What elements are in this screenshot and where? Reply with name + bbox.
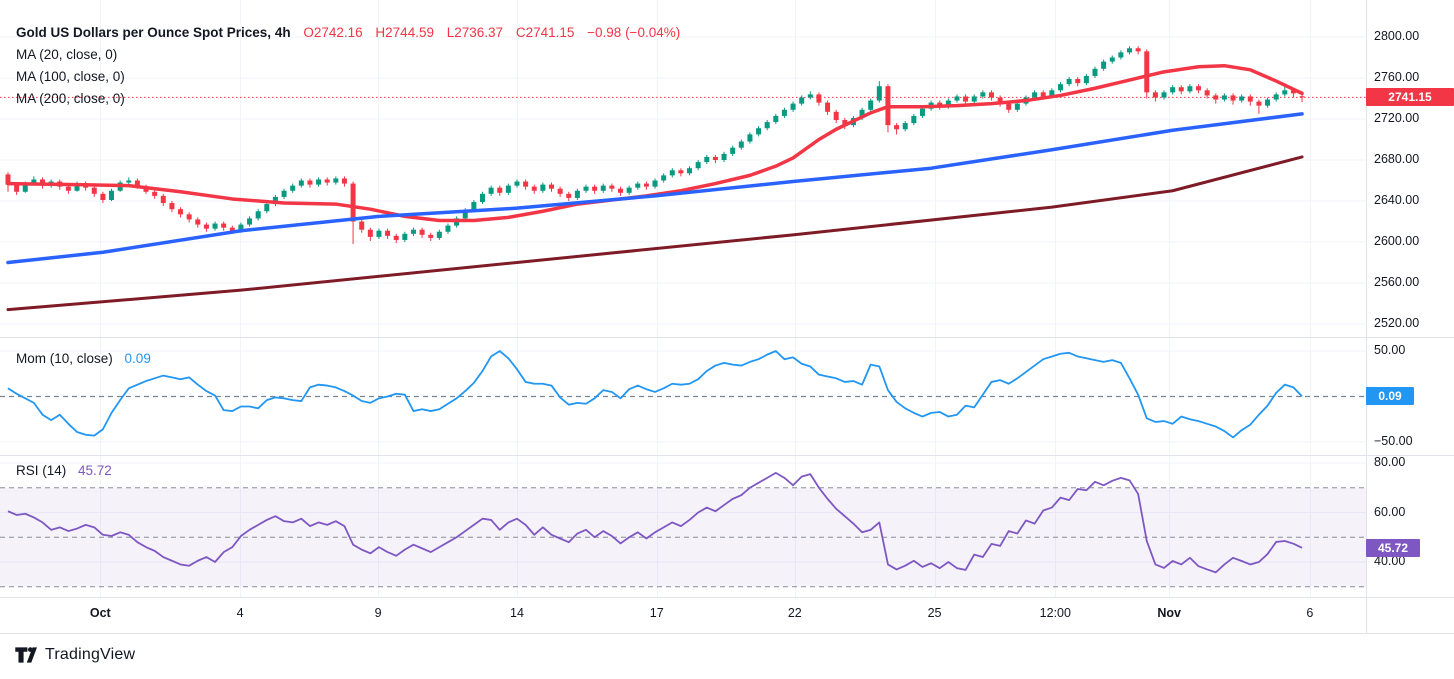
momentum-legend-row[interactable]: Mom (10, close) 0.09: [16, 351, 151, 366]
ohlc-open: O2742.16: [303, 25, 363, 40]
momentum-badge: 0.09: [1366, 387, 1414, 406]
price-change: −0.98 (−0.04%): [587, 25, 681, 40]
time-tick-label: 12:00: [1039, 606, 1071, 620]
axis-tick-label: 2680.00: [1374, 152, 1420, 166]
axis-tick-label: 60.00: [1374, 504, 1406, 519]
axis-tick-label: 2600.00: [1374, 234, 1420, 248]
rsi-legend-row[interactable]: RSI (14) 45.72: [16, 463, 112, 478]
rsi-label: RSI (14): [16, 463, 67, 478]
axis-tick-label: 80.00: [1374, 455, 1406, 469]
momentum-label: Mom (10, close): [16, 351, 113, 366]
axis-tick-label: 50.00: [1374, 343, 1406, 357]
ma200-legend-row[interactable]: MA (200, close, 0): [16, 91, 125, 106]
axis-tick-label: 2520.00: [1374, 316, 1420, 330]
ma20-legend-row[interactable]: MA (20, close, 0): [16, 47, 118, 62]
ohlc-low: L2736.37: [446, 25, 504, 40]
momentum-value: 0.09: [124, 351, 151, 366]
ohlc-high: H2744.59: [375, 25, 434, 40]
time-tick-label: 6: [1306, 606, 1314, 620]
tradingview-logo-icon[interactable]: [14, 645, 37, 665]
time-tick-label: 4: [236, 606, 244, 620]
axis-tick-label: 2760.00: [1374, 70, 1420, 84]
last-price-badge: 2741.15: [1366, 88, 1454, 107]
ma100-legend-row[interactable]: MA (100, close, 0): [16, 69, 125, 84]
time-tick-label: 25: [927, 606, 942, 620]
axis-tick-label: −50.00: [1374, 434, 1413, 448]
legend: Gold US Dollars per Ounce Spot Prices, 4…: [16, 22, 680, 110]
time-tick-label: 9: [374, 606, 382, 620]
time-tick-label: Nov: [1157, 606, 1181, 620]
ohlc-close: C2741.15: [515, 25, 575, 40]
brand-name[interactable]: TradingView: [45, 646, 136, 663]
axis-tick-label: 2640.00: [1374, 193, 1420, 207]
axis-tick-label: 40.00: [1374, 554, 1406, 568]
symbol-title: Gold US Dollars per Ounce Spot Prices, 4…: [16, 25, 291, 40]
rsi-value: 45.72: [78, 463, 112, 478]
time-tick-label: 22: [787, 606, 802, 620]
time-tick-label: 17: [649, 606, 664, 620]
rsi-badge: 45.72: [1366, 538, 1420, 557]
time-tick-label: 14: [510, 606, 524, 620]
time-tick-label: Oct: [89, 606, 111, 620]
axis-tick-label: 2800.00: [1374, 29, 1420, 43]
axis-tick-label: 2720.00: [1374, 111, 1420, 125]
axis-tick-label: 2560.00: [1374, 275, 1420, 289]
footer: TradingView: [14, 645, 135, 665]
symbol-legend-row[interactable]: Gold US Dollars per Ounce Spot Prices, 4…: [16, 22, 680, 44]
